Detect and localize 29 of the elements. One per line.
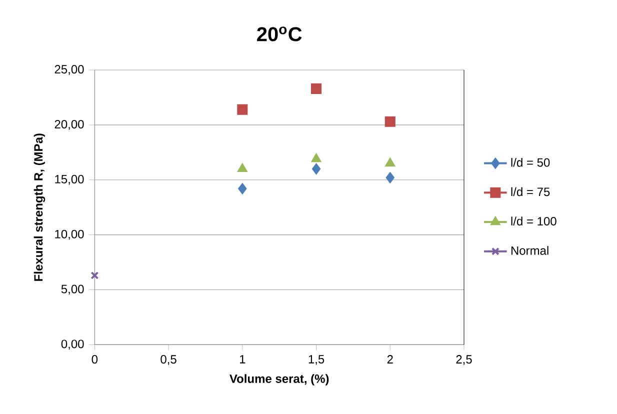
legend-label: Normal — [511, 246, 548, 255]
y-tick-label: 15,00 — [55, 174, 84, 185]
point — [386, 172, 394, 183]
point — [312, 164, 320, 174]
point — [384, 116, 396, 127]
point — [90, 271, 99, 280]
legend-label: l/d = 50 — [511, 158, 550, 167]
x-tick-label: 1,5 — [308, 355, 324, 365]
point — [238, 164, 248, 172]
x-tick-label: 1 — [240, 355, 246, 364]
legend-label: l/d = 100 — [511, 216, 556, 226]
y-tick-label: 0,00 — [61, 340, 84, 350]
point — [238, 183, 247, 194]
y-axis-title: Flexural strength R, (MPa) — [34, 134, 46, 281]
point — [312, 154, 321, 162]
point — [311, 83, 322, 94]
point — [237, 104, 248, 115]
x-tick-label: 2,5 — [456, 355, 472, 365]
x-tick-label: 0,5 — [160, 355, 176, 365]
point — [385, 158, 395, 167]
y-tick-label: 25,00 — [54, 65, 84, 75]
x-tick-label: 2 — [387, 355, 393, 364]
legend-label: l/d = 75 — [511, 187, 550, 196]
y-tick-label: 10,00 — [55, 230, 84, 240]
y-tick-label: 20,00 — [54, 120, 84, 130]
chart-title: 20$^{o}$C — [257, 26, 302, 42]
y-tick-label: 5,00 — [61, 284, 84, 295]
x-axis-title: Volume serat, (%) — [230, 374, 329, 386]
x-tick-label: 0 — [92, 355, 98, 364]
